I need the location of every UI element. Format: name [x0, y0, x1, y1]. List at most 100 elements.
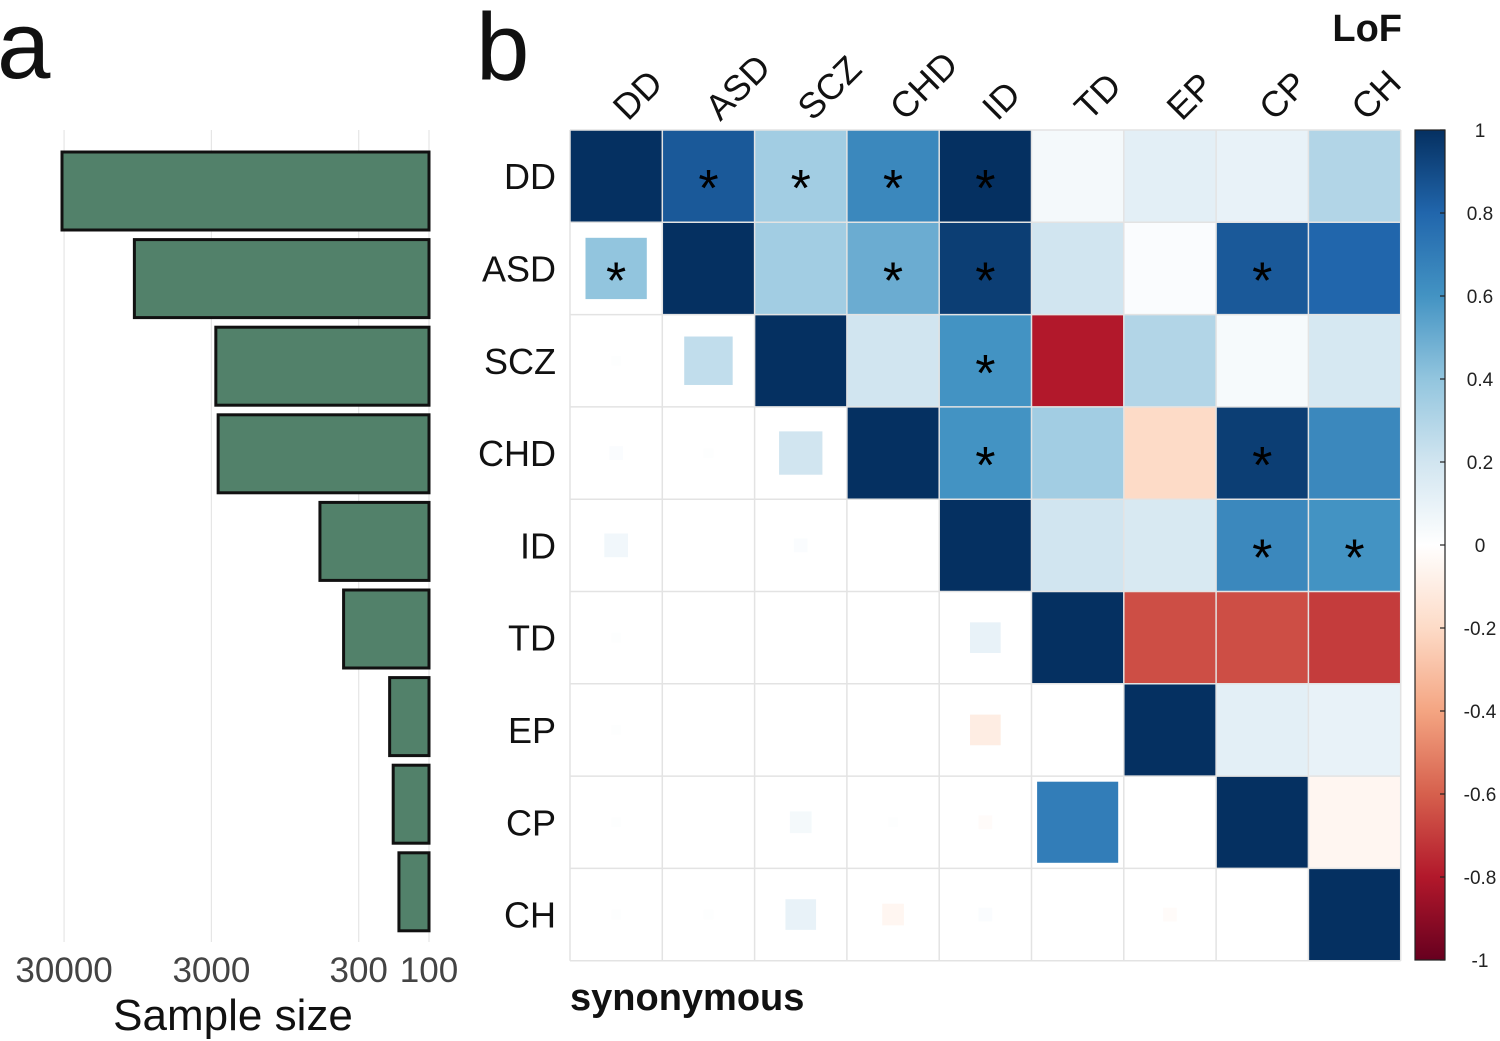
a-bar-scz [214, 325, 431, 407]
significance-markers: * * * * * * * * * * * * * [606, 160, 1365, 587]
lof-title: LoF [1332, 8, 1402, 50]
a-bar-asd [132, 238, 431, 320]
heatmap-cell-scz-chd [846, 314, 940, 407]
heatmap-cell-chd-asd [703, 448, 714, 458]
heatmap-cell-scz-id [939, 314, 1032, 407]
row-label-ep: EP [508, 710, 556, 751]
heatmap-cell-cp-ch [1308, 776, 1401, 869]
heatmap-cells [570, 130, 1401, 961]
panel-a-label: a [0, 0, 51, 99]
a-tick-label: 30000 [15, 951, 112, 990]
a-x-axis-title: Sample size [113, 991, 353, 1040]
heatmap-cell-id-scz [793, 538, 808, 553]
heatmap-cell-scz-ch [1308, 314, 1401, 407]
significance-star: * [975, 437, 995, 495]
a-tick-label: 100 [400, 951, 458, 990]
significance-star: * [791, 160, 811, 218]
heatmap-cell-ch-asd [703, 909, 714, 920]
significance-star: * [975, 252, 995, 310]
heatmap-cell-asd-chd [846, 222, 940, 315]
row-label-ch: CH [504, 895, 556, 936]
panel-a: a 30000 3000 300 100 Sample size [0, 0, 458, 1040]
heatmap-cell-td-td [1031, 591, 1124, 684]
colorbar-tick-label: -1 [1472, 951, 1489, 972]
heatmap-cell-scz-dd [611, 355, 621, 366]
significance-star: * [698, 160, 718, 218]
heatmap-cell-ch-dd [611, 909, 621, 920]
significance-star: * [883, 252, 903, 310]
panel-b: b LoF synonymous * * * ** * * *** ** * DDASDSCZC… [476, 0, 1497, 1019]
heatmap-cell-chd-dd [609, 446, 624, 460]
heatmap-cell-cp-scz [789, 811, 812, 834]
significance-star: * [975, 160, 995, 218]
colorbar-tick-label: -0.8 [1464, 868, 1497, 889]
row-labels: DD ASD SCZ CHD ID TD EP CP CH [478, 156, 556, 935]
row-label-dd: DD [504, 156, 556, 197]
heatmap-cell-asd-asd [662, 222, 755, 315]
heatmap-cell-scz-scz [754, 314, 847, 407]
heatmap-cell-asd-td [1031, 222, 1124, 315]
a-tick-label: 300 [330, 951, 388, 990]
heatmap-cell-chd-id [939, 406, 1032, 500]
row-label-scz: SCZ [484, 341, 556, 382]
heatmap-cell-dd-chd [846, 130, 940, 223]
heatmap-cell-dd-td [1031, 130, 1124, 223]
heatmap-gridlines [569, 129, 1402, 962]
heatmap-cell-ch-scz [785, 899, 817, 930]
a-bar-td [342, 588, 431, 670]
heatmap-cell-dd-scz [754, 130, 847, 223]
a-tick-labels: 30000 3000 300 100 [15, 951, 458, 990]
colorbar-tick-label: 0.2 [1467, 453, 1493, 474]
significance-star: * [1344, 529, 1364, 587]
heatmap-cell-asd-scz [754, 222, 847, 315]
heatmap-cell-asd-dd [585, 237, 647, 300]
colorbar-tick-label: 1 [1475, 121, 1486, 142]
a-bar-ep [388, 676, 431, 758]
heatmap-cell-chd-ep [1123, 406, 1217, 500]
col-label-dd: DD [605, 62, 671, 128]
heatmap-cell-ep-dd [611, 725, 621, 735]
heatmap-cell-td-dd [611, 632, 621, 643]
heatmap-cell-chd-chd [846, 406, 940, 500]
heatmap-cell-dd-asd [662, 130, 755, 223]
heatmap-cell-chd-ch [1308, 406, 1401, 500]
col-label-ch: CH [1343, 62, 1409, 128]
heatmap-cell-id-cp [1216, 499, 1309, 592]
significance-star: * [1252, 252, 1272, 310]
significance-star: * [1252, 529, 1272, 587]
row-label-id: ID [520, 525, 556, 566]
significance-star: * [1252, 437, 1272, 495]
col-label-chd: CHD [882, 44, 966, 128]
heatmap-cell-asd-ep [1123, 222, 1217, 315]
heatmap-cell-id-td [1031, 499, 1124, 592]
heatmap-cell-ep-ep [1123, 683, 1217, 777]
row-label-asd: ASD [482, 248, 556, 289]
col-label-asd: ASD [697, 46, 778, 127]
colorbar-tick-label: -0.6 [1464, 785, 1497, 806]
heatmap-cell-td-ep [1123, 591, 1217, 684]
a-bar-cp [391, 763, 431, 845]
heatmap-cell-dd-id [939, 130, 1032, 223]
row-label-td: TD [508, 618, 556, 659]
heatmap-cell-id-ep [1123, 499, 1217, 592]
heatmap-cell-cp-id [978, 815, 993, 830]
heatmap-cell-td-id [970, 622, 1001, 653]
colorbar-tick-label: -0.4 [1464, 702, 1497, 723]
heatmap-cell-cp-dd [611, 817, 621, 828]
col-label-ep: EP [1158, 65, 1221, 128]
heatmap-cell-id-ch [1308, 499, 1401, 592]
heatmap-cell-id-id [939, 499, 1032, 592]
heatmap-cell-dd-ep [1123, 130, 1217, 223]
heatmap-cell-id-dd [604, 533, 629, 558]
colorbar-tick-label: 0 [1475, 536, 1486, 557]
panel-b-label: b [476, 0, 529, 101]
row-label-cp: CP [506, 802, 556, 843]
heatmap-cell-asd-id [939, 222, 1032, 315]
a-bars [60, 150, 431, 933]
heatmap-cell-asd-cp [1216, 222, 1309, 315]
heatmap-cell-dd-cp [1216, 130, 1309, 223]
colorbar-tick-label: 0.6 [1467, 287, 1493, 308]
heatmap-cell-dd-dd [570, 130, 663, 223]
heatmap-cell-cp-cp [1216, 776, 1309, 869]
